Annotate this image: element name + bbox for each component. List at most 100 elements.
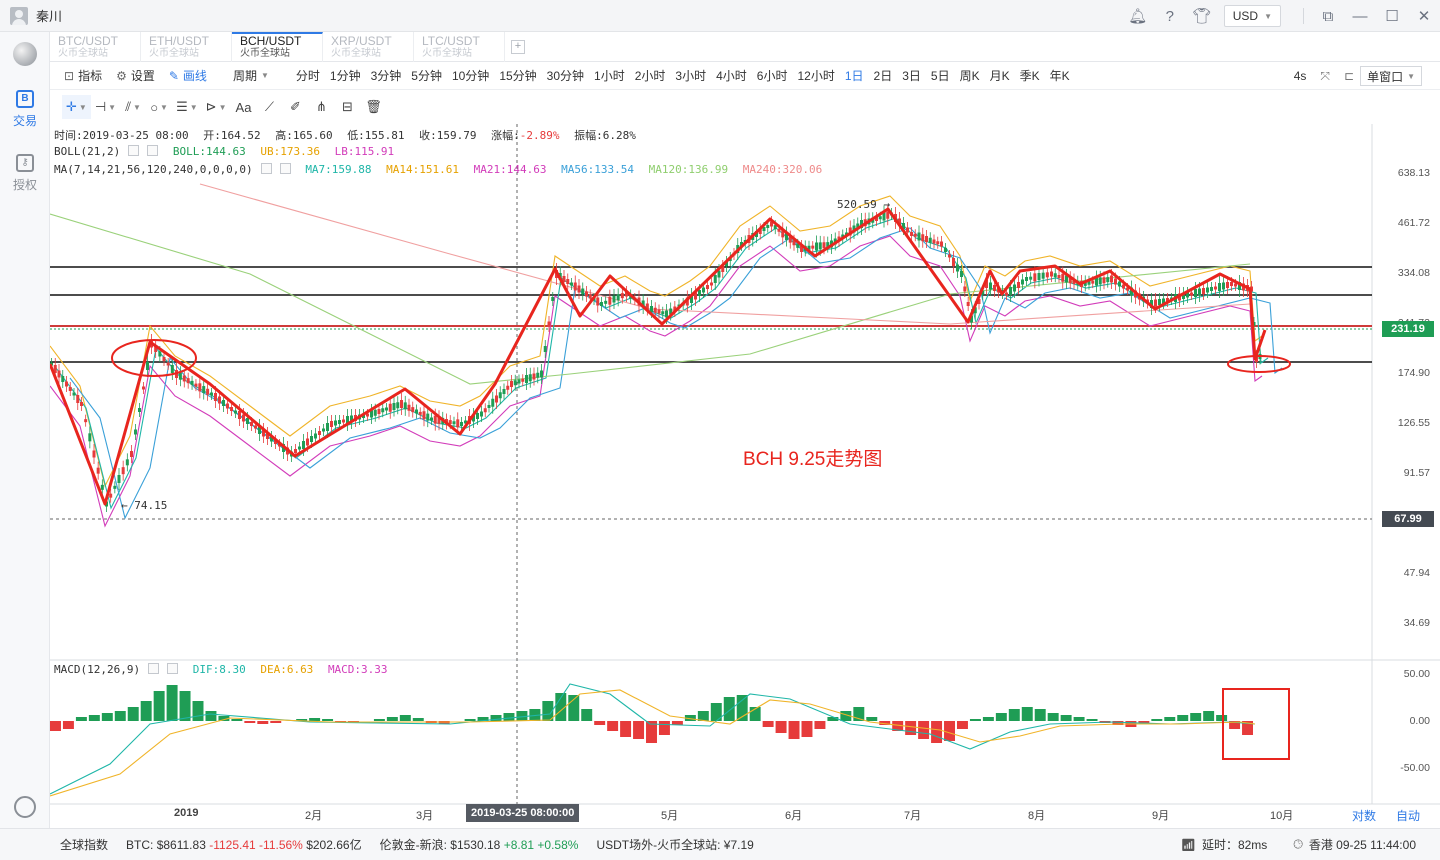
period-option[interactable]: 3日	[902, 69, 921, 83]
candlestick-chart[interactable]	[50, 124, 1440, 828]
candle-body	[302, 441, 305, 449]
close-icon[interactable]	[167, 663, 179, 674]
log-scale-button[interactable]: 对数	[1352, 809, 1377, 823]
tab-xrp-usdt[interactable]: XRP/USDT 火币全球站	[323, 32, 414, 62]
settings-icon[interactable]	[260, 163, 272, 174]
macd-bar	[75, 717, 87, 721]
period-option[interactable]: 12小时	[797, 69, 835, 83]
period-option[interactable]: 季K	[1019, 69, 1040, 83]
crosshair-tool[interactable]: ✛ ▼	[62, 95, 91, 119]
period-option[interactable]: 4小时	[716, 69, 747, 83]
sidebar-item-trade[interactable]: B 交易	[0, 90, 50, 129]
annotation-box	[1222, 688, 1290, 760]
candle-body	[190, 380, 194, 385]
candle-body	[740, 242, 743, 246]
macd-bar	[633, 721, 645, 739]
user-avatar-icon[interactable]	[10, 6, 28, 25]
candle-body	[186, 378, 190, 384]
info-time: 时间:2019-03-25 08:00	[54, 129, 189, 142]
tab-symbol: ETH/USDT	[149, 34, 209, 48]
period-option[interactable]: 5日	[930, 69, 950, 83]
horizontal-line-tool[interactable]: ⊣ ▼	[94, 99, 117, 114]
maximize-icon[interactable]: ☐	[1385, 8, 1399, 25]
help-icon[interactable]: ?	[1165, 7, 1174, 25]
window-mode-select[interactable]: 单窗口 ▼	[1360, 66, 1422, 86]
candle-body	[130, 451, 133, 457]
period-option[interactable]: 10分钟	[451, 69, 490, 83]
measure-tool[interactable]: ⟋	[256, 95, 282, 119]
username: 秦川	[36, 9, 63, 24]
period-option[interactable]: 2小时	[634, 69, 666, 83]
candle-body	[657, 309, 661, 314]
candle-body	[346, 416, 349, 424]
macd-bar	[503, 713, 515, 721]
macd-bar	[101, 713, 113, 721]
currency-select[interactable]: USD ▼	[1223, 5, 1281, 27]
shirt-icon[interactable]: 👕︎	[1192, 8, 1212, 25]
period-option[interactable]: 2日	[873, 69, 893, 83]
period-option[interactable]: 1小时	[594, 69, 625, 83]
tab-exchange: 火币全球站	[58, 48, 108, 59]
tab-btc-usdt[interactable]: BTC/USDT 火币全球站	[50, 32, 141, 62]
brush-tool[interactable]: ✐	[282, 95, 308, 119]
fullscreen-icon[interactable]: ⤧	[1320, 68, 1330, 83]
text-tool[interactable]: Aa	[230, 95, 256, 119]
pin-window-icon[interactable]: ⧉	[1322, 7, 1334, 25]
period-option[interactable]: 年K	[1049, 69, 1070, 83]
draw-line-button[interactable]: ✎ 画线	[169, 67, 207, 84]
tab-eth-usdt[interactable]: ETH/USDT 火币全球站	[141, 32, 232, 62]
candle-body	[551, 297, 555, 301]
period-option[interactable]: 5分钟	[411, 69, 442, 83]
candle-body	[796, 243, 800, 248]
magnet-tool[interactable]: ⋔	[308, 95, 334, 119]
screenshot-icon[interactable]: ⊏	[1344, 69, 1355, 83]
candle-body	[125, 459, 129, 466]
drawing-toolbar: ✛ ▼ ⊣ ▼ ⫽ ▼ ○ ▼ ☰ ▼ ⊳ ▼ Aa ⟋ ✐ ⋔ ⊟ 🗑︎	[50, 92, 1440, 122]
fib-tool[interactable]: ☰ ▼	[176, 99, 198, 114]
bell-icon[interactable]: 🔔︎	[1128, 8, 1148, 25]
shape-tool[interactable]: ○ ▼	[150, 99, 168, 115]
close-icon[interactable]	[147, 145, 159, 156]
delete-tool[interactable]: 🗑︎	[360, 95, 386, 119]
period-option[interactable]: 月K	[989, 69, 1010, 83]
period-option[interactable]: 1日	[844, 69, 864, 83]
close-icon[interactable]	[279, 163, 291, 174]
trend-line-tool[interactable]: ⫽ ▼	[125, 99, 141, 114]
period-option[interactable]: 15分钟	[499, 69, 537, 83]
settings-icon[interactable]	[128, 145, 140, 156]
indicator-button[interactable]: ⊡ 指标	[64, 67, 102, 84]
settings-hexagon-icon[interactable]	[14, 796, 36, 818]
candle-body	[604, 300, 608, 304]
pattern-tool[interactable]: ⊳ ▼	[205, 99, 227, 114]
refresh-interval[interactable]: 4s	[1293, 69, 1307, 83]
chart-area[interactable]: 时间:2019-03-25 08:00 开:164.52 高:165.60 低:…	[50, 124, 1440, 828]
candle-body	[194, 383, 198, 387]
candle-body	[250, 422, 253, 426]
left-sidebar: B 交易 ⚷ 授权	[0, 32, 50, 828]
candle-body	[882, 212, 886, 221]
macd-bar	[464, 719, 476, 721]
candle-body	[381, 408, 385, 413]
close-icon[interactable]: ✕	[1417, 8, 1431, 25]
global-index-label[interactable]: 全球指数	[60, 838, 109, 852]
period-select[interactable]: 周期 ▼	[233, 67, 269, 84]
period-option[interactable]: 周K	[959, 69, 980, 83]
tab-bch-usdt[interactable]: BCH/USDT 火币全球站	[232, 32, 323, 62]
auto-scale-button[interactable]: 自动	[1396, 809, 1421, 823]
lock-tool[interactable]: ⊟	[334, 95, 360, 119]
minimize-icon[interactable]: —	[1352, 7, 1368, 25]
settings-button[interactable]: ⚙︎ 设置	[116, 67, 155, 84]
period-option[interactable]: 3分钟	[370, 69, 402, 83]
tab-ltc-usdt[interactable]: LTC/USDT 火币全球站	[414, 32, 505, 62]
period-option[interactable]: 3小时	[675, 69, 707, 83]
period-option[interactable]: 分时	[295, 69, 320, 83]
add-tab-button[interactable]: +	[511, 40, 525, 54]
candle-body	[532, 373, 536, 380]
sidebar-item-authorize[interactable]: ⚷ 授权	[0, 154, 50, 193]
period-option[interactable]: 30分钟	[546, 69, 585, 83]
period-option[interactable]: 6小时	[756, 69, 788, 83]
settings-icon[interactable]	[148, 663, 160, 674]
macd-bar	[270, 721, 282, 723]
macd-bar	[646, 721, 657, 743]
period-option[interactable]: 1分钟	[329, 69, 361, 83]
